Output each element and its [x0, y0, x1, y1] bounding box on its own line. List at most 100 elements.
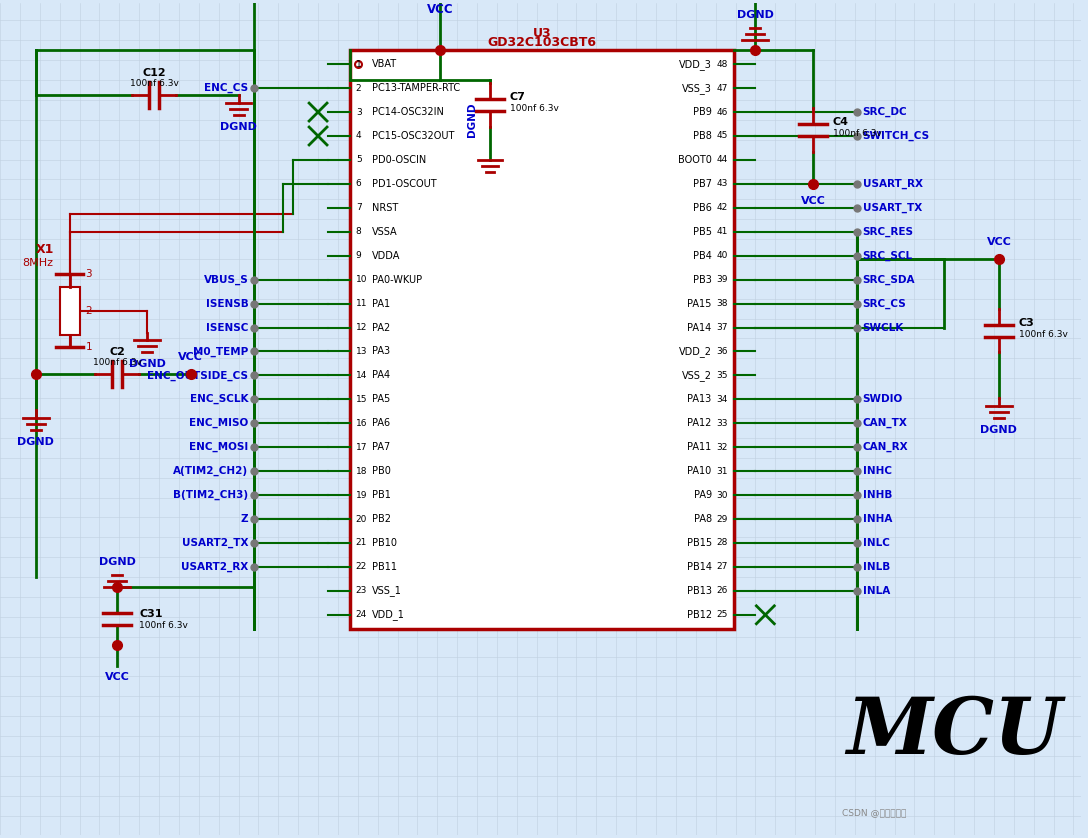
Text: INHA: INHA: [863, 514, 892, 524]
Text: 7: 7: [356, 204, 361, 212]
Text: 40: 40: [716, 251, 728, 260]
Text: 31: 31: [716, 467, 728, 476]
Text: PB13: PB13: [687, 586, 712, 596]
Text: SRC_SDA: SRC_SDA: [863, 275, 915, 285]
Text: ENC_CS: ENC_CS: [205, 83, 248, 93]
Text: 22: 22: [356, 562, 367, 572]
Text: DGND: DGND: [220, 122, 257, 132]
Text: INLB: INLB: [863, 562, 890, 572]
Text: 36: 36: [716, 347, 728, 356]
Text: USART2_TX: USART2_TX: [182, 538, 248, 548]
Text: PA12: PA12: [688, 418, 712, 428]
Text: 25: 25: [716, 610, 728, 619]
Text: INHC: INHC: [863, 466, 892, 476]
Text: PC13-TAMPER-RTC: PC13-TAMPER-RTC: [372, 83, 460, 93]
Text: PB14: PB14: [687, 562, 712, 572]
Text: 3: 3: [86, 269, 92, 279]
Text: PA0-WKUP: PA0-WKUP: [372, 275, 422, 285]
Text: 11: 11: [356, 299, 368, 308]
Text: INLC: INLC: [863, 538, 890, 548]
Text: VCC: VCC: [801, 196, 826, 206]
Text: VDDA: VDDA: [372, 251, 400, 261]
Text: VCC: VCC: [178, 352, 203, 362]
Text: 44: 44: [716, 155, 728, 164]
Text: PA1: PA1: [372, 298, 390, 308]
Text: B(TIM2_CH3): B(TIM2_CH3): [173, 490, 248, 500]
Text: SRC_SCL: SRC_SCL: [863, 251, 913, 261]
Text: 21: 21: [356, 539, 368, 547]
Text: 12: 12: [356, 323, 368, 332]
Text: 38: 38: [716, 299, 728, 308]
Text: PA4: PA4: [372, 370, 390, 380]
Text: 27: 27: [716, 562, 728, 572]
Text: PB5: PB5: [693, 227, 712, 237]
Text: 35: 35: [716, 371, 728, 380]
Text: VSSA: VSSA: [372, 227, 397, 237]
Text: PB8: PB8: [693, 131, 712, 141]
Text: PA3: PA3: [372, 346, 390, 356]
Text: ENC_OUTSIDE_CS: ENC_OUTSIDE_CS: [148, 370, 248, 380]
Text: 41: 41: [716, 227, 728, 236]
Text: 2: 2: [86, 306, 92, 316]
Text: 5: 5: [356, 155, 361, 164]
Text: 14: 14: [356, 371, 368, 380]
Text: DGND: DGND: [980, 425, 1017, 435]
Text: PB2: PB2: [372, 514, 391, 524]
Text: CAN_TX: CAN_TX: [863, 418, 907, 428]
Text: C12: C12: [143, 68, 165, 78]
Text: VDD_3: VDD_3: [679, 59, 712, 70]
Text: VCC: VCC: [104, 672, 129, 682]
Text: PB12: PB12: [687, 610, 712, 620]
Text: 100nf 6.3v: 100nf 6.3v: [92, 359, 141, 367]
Text: 42: 42: [716, 204, 728, 212]
Text: PD1-OSCOUT: PD1-OSCOUT: [372, 178, 436, 189]
Text: CAN_RX: CAN_RX: [863, 442, 908, 453]
Text: 100nf 6.3v: 100nf 6.3v: [510, 105, 559, 113]
Text: C7: C7: [510, 92, 526, 102]
Text: USART_TX: USART_TX: [863, 203, 922, 213]
Text: C2: C2: [110, 348, 125, 357]
Text: PD0-OSCIN: PD0-OSCIN: [372, 155, 426, 165]
Text: PB9: PB9: [693, 107, 712, 117]
Text: VBUS_S: VBUS_S: [203, 275, 248, 285]
Text: NRST: NRST: [372, 203, 398, 213]
Text: USART2_RX: USART2_RX: [182, 561, 248, 572]
Text: PB7: PB7: [693, 178, 712, 189]
Text: 10: 10: [356, 275, 368, 284]
Text: SWDIO: SWDIO: [863, 395, 903, 405]
Text: SRC_RES: SRC_RES: [863, 226, 914, 237]
Text: 39: 39: [716, 275, 728, 284]
Text: 34: 34: [716, 395, 728, 404]
Text: 100nf 6.3v: 100nf 6.3v: [1018, 330, 1067, 339]
Text: VBAT: VBAT: [372, 59, 397, 70]
Text: PB1: PB1: [372, 490, 391, 500]
Text: 37: 37: [716, 323, 728, 332]
Text: ISENSC: ISENSC: [206, 323, 248, 333]
Text: PA9: PA9: [693, 490, 712, 500]
Text: 20: 20: [356, 515, 368, 524]
Text: 6: 6: [356, 179, 361, 189]
Text: SWCLK: SWCLK: [863, 323, 904, 333]
Text: PC14-OSC32IN: PC14-OSC32IN: [372, 107, 444, 117]
Text: 26: 26: [716, 587, 728, 595]
Text: INLA: INLA: [863, 586, 890, 596]
Text: BOOT0: BOOT0: [678, 155, 712, 165]
Text: PB6: PB6: [693, 203, 712, 213]
Text: 19: 19: [356, 490, 368, 499]
Text: 30: 30: [716, 490, 728, 499]
Text: M0_TEMP: M0_TEMP: [194, 346, 248, 357]
Text: U3: U3: [532, 28, 551, 40]
Text: PA10: PA10: [688, 466, 712, 476]
Text: VDD_1: VDD_1: [372, 609, 405, 620]
Text: 8MHz: 8MHz: [23, 258, 53, 268]
Text: VSS_1: VSS_1: [372, 586, 401, 597]
Text: SRC_CS: SRC_CS: [863, 298, 906, 308]
Text: 48: 48: [716, 59, 728, 69]
Text: DGND: DGND: [128, 360, 165, 370]
Text: ENC_MOSI: ENC_MOSI: [189, 442, 248, 453]
Text: VCC: VCC: [987, 237, 1012, 247]
Text: PA8: PA8: [693, 514, 712, 524]
Text: PA11: PA11: [688, 442, 712, 453]
Text: 29: 29: [716, 515, 728, 524]
Text: SRC_DC: SRC_DC: [863, 107, 907, 117]
